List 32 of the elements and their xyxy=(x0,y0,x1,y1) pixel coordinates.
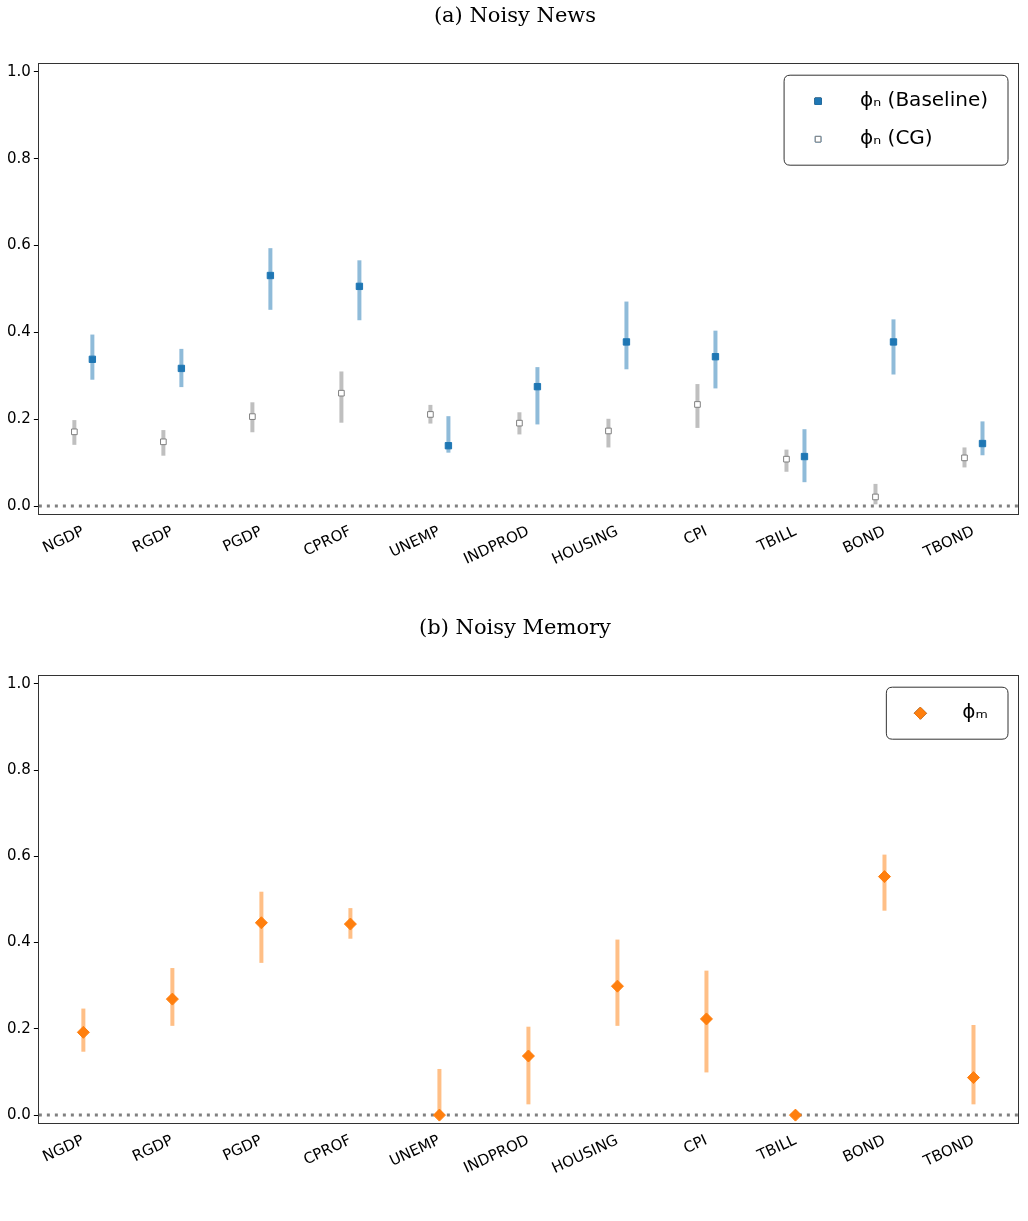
legend-label: ϕₘ xyxy=(962,699,988,724)
point xyxy=(788,1108,802,1122)
x-tick-label: TBILL xyxy=(753,1130,800,1165)
y-tick-label: 0.4 xyxy=(7,932,31,951)
point xyxy=(76,1025,90,1039)
point xyxy=(432,1108,446,1122)
x-tick-label: CPI xyxy=(680,521,710,549)
point xyxy=(610,979,624,993)
legend-label: ϕₙ (CG) xyxy=(860,125,933,150)
x-tick-label: TBILL xyxy=(753,521,800,556)
chart-title: (a) Noisy News xyxy=(433,3,597,28)
y-tick-label: 0.2 xyxy=(7,1018,31,1037)
x-tick-label: CPI xyxy=(680,1130,710,1158)
y-tick-label: 0.0 xyxy=(7,1105,31,1124)
y-tick-label: 0.8 xyxy=(7,148,31,167)
point xyxy=(877,870,891,884)
point xyxy=(521,1049,535,1063)
point xyxy=(699,1012,713,1026)
y-tick-label: 1.0 xyxy=(7,673,31,692)
point xyxy=(165,992,179,1006)
chart-title: (b) Noisy Memory xyxy=(419,615,612,640)
legend-label: ϕₙ (Baseline) xyxy=(860,87,988,112)
y-tick-label: 0.6 xyxy=(7,846,31,865)
point xyxy=(343,917,357,931)
point xyxy=(254,916,268,930)
point xyxy=(966,1071,980,1085)
y-tick-label: 0.2 xyxy=(7,409,31,428)
y-tick-label: 1.0 xyxy=(7,61,31,80)
y-tick-label: 0.0 xyxy=(7,495,31,514)
y-tick-label: 0.8 xyxy=(7,759,31,778)
y-tick-label: 0.4 xyxy=(7,322,31,341)
y-tick-label: 0.6 xyxy=(7,235,31,254)
